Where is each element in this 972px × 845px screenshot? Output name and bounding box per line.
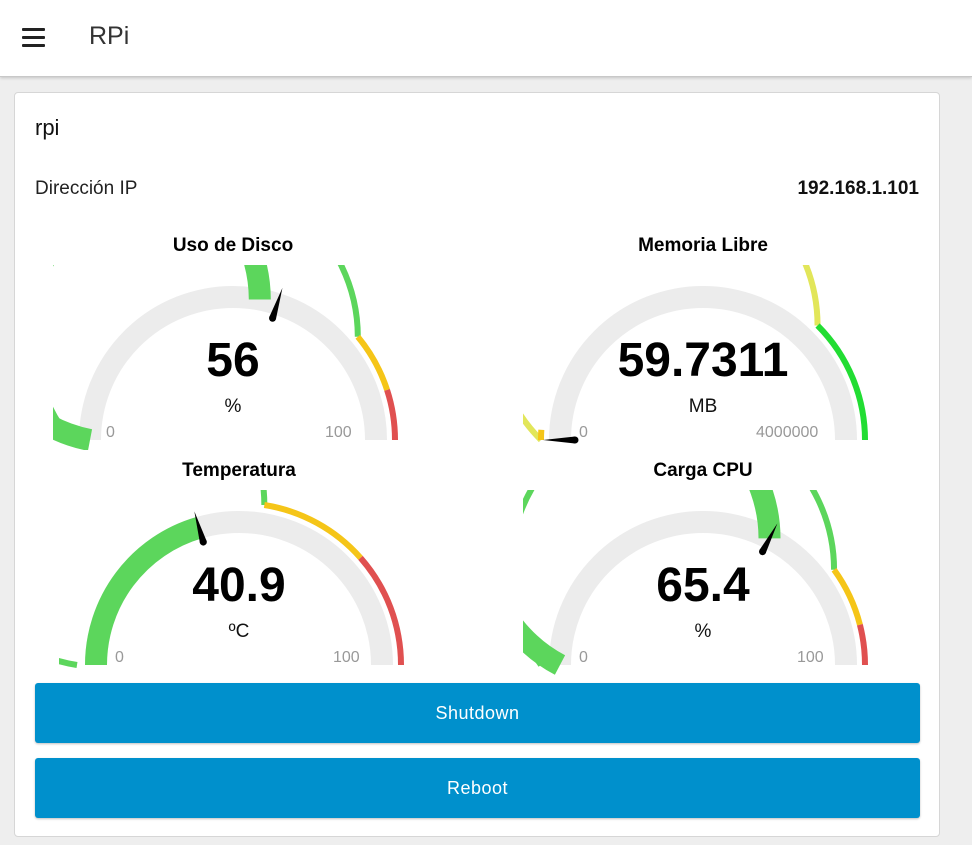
gauge-sector	[358, 555, 404, 666]
ip-address-value: 192.168.1.101	[797, 178, 919, 199]
gauge-max-label: 100	[325, 424, 352, 441]
gauge-sector	[263, 502, 363, 560]
ip-address-label: Dirección IP	[35, 178, 138, 199]
gauge-min-label: 0	[115, 649, 124, 666]
card-title: rpi	[35, 115, 60, 140]
gauge-needle	[194, 511, 207, 544]
gauge-max-label: 100	[333, 649, 360, 666]
gauge-value: 40.9	[192, 559, 286, 612]
shutdown-button[interactable]: Shutdown	[35, 683, 920, 743]
gauge-needle-base	[571, 436, 579, 444]
gauge-needle	[759, 523, 778, 554]
gauge-value: 59.7311	[617, 334, 789, 387]
gauge-sector	[384, 389, 398, 441]
gauge-cpu-load: Carga CPU 65.4 % 0 100	[523, 460, 883, 675]
gauge-track	[549, 286, 857, 441]
gauge-units: %	[224, 396, 242, 417]
gauge-title: Memoria Libre	[638, 235, 768, 256]
hamburger-menu-icon[interactable]	[18, 23, 50, 53]
gauge-needle	[543, 436, 575, 444]
gauge-sector	[815, 323, 868, 441]
gauge-units: %	[694, 621, 712, 642]
reboot-button[interactable]: Reboot	[35, 758, 920, 818]
gauge-sector	[831, 568, 863, 626]
gauge-max-label: 100	[797, 649, 824, 666]
gauge-needle-base	[269, 314, 277, 322]
gauge-units: ºC	[228, 621, 250, 642]
gauge-dial	[523, 490, 868, 675]
gauge-needle-base	[199, 538, 207, 546]
gauge-value: 56	[206, 334, 260, 387]
gauge-needle	[269, 287, 283, 320]
gauge-units: MB	[688, 396, 718, 417]
gauge-min-label: 0	[579, 424, 588, 441]
top-app-bar: RPi	[0, 0, 972, 77]
gauge-title: Temperatura	[182, 460, 296, 481]
gauge-dial	[523, 265, 868, 444]
gauge-free-memory: Memoria Libre 59.7311 MB 0 4000000	[523, 235, 883, 450]
gauge-min-label: 0	[106, 424, 115, 441]
gauge-dial	[53, 265, 398, 450]
gauge-track	[549, 511, 857, 666]
app-title: RPi	[89, 22, 130, 50]
device-card: rpi Dirección IP 192.168.1.101 Uso de Di…	[14, 92, 940, 837]
gauge-sector	[856, 623, 868, 666]
gauge-disk-usage: Uso de Disco 56 % 0 100	[53, 235, 413, 450]
gauge-temperature: Temperatura 40.9 ºC 0 100	[59, 460, 419, 675]
gauge-fill	[85, 517, 202, 666]
gauge-max-label: 4000000	[756, 424, 819, 441]
gauge-title: Uso de Disco	[172, 235, 294, 256]
gauge-dial	[59, 490, 404, 668]
gauge-value: 65.4	[656, 559, 750, 612]
gauge-min-label: 0	[579, 649, 588, 666]
gauge-track	[79, 286, 387, 441]
gauge-title: Carga CPU	[653, 460, 753, 481]
gauge-needle-base	[759, 548, 767, 556]
gauge-sector	[355, 334, 390, 391]
